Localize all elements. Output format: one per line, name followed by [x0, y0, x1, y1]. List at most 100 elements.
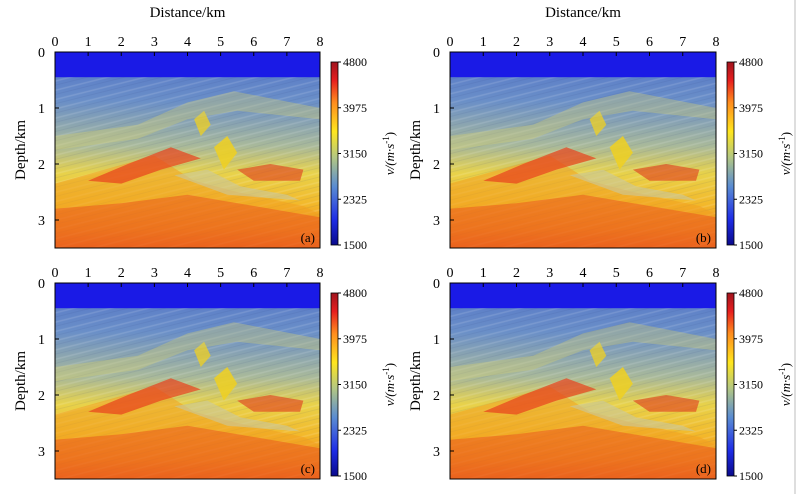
colorbar-tick-label: 3975: [343, 332, 367, 346]
y-axis-label: Depth/km: [408, 351, 424, 411]
colorbar-label-close: ): [382, 132, 397, 136]
velocity-panel-b: 0 1 2 3 4 5 6 7 8 0 1 2 3 Distance/km Depth/km (b) 4800 3…: [408, 5, 793, 252]
colorbar: [726, 61, 735, 246]
colorbar-tick-label: 1500: [739, 238, 763, 252]
colorbar-label: v/(m·s-1): [777, 132, 793, 175]
x-tick-label: 3: [546, 35, 553, 50]
colorbar-label-main: v/(m·s: [778, 375, 793, 406]
fault-block-1: [609, 367, 633, 401]
y-tick-label: 3: [38, 214, 45, 229]
anticline-band: [569, 169, 696, 201]
x-tick-label: 1: [85, 35, 92, 50]
colorbar: [330, 61, 339, 246]
x-tick-label: 1: [85, 266, 92, 281]
x-tick-label: 8: [317, 35, 324, 50]
shallow-band: [450, 91, 716, 150]
x-axis-label: Distance/km: [150, 5, 226, 21]
colorbar-label-sup: -1: [381, 367, 391, 375]
y-tick-label: 3: [433, 214, 440, 229]
x-tick-label: 7: [679, 266, 686, 281]
colorbar-label: v/(m·s-1): [381, 363, 397, 406]
x-tick-label: 5: [217, 35, 224, 50]
y-tick-label: 1: [433, 102, 440, 117]
x-tick-label: 8: [713, 266, 720, 281]
x-tick-label: 5: [613, 266, 620, 281]
y-tick-label: 2: [433, 158, 440, 173]
y-tick-label: 2: [38, 389, 45, 404]
panel-label: (c): [301, 461, 315, 476]
x-tick-label: 0: [447, 35, 454, 50]
x-tick-label: 8: [713, 35, 720, 50]
thrust-band-1: [483, 147, 597, 184]
anticline-band: [174, 169, 301, 201]
x-tick-label: 6: [250, 266, 257, 281]
colorbar-tick-label: 1500: [739, 469, 763, 483]
x-tick-label: 4: [184, 35, 191, 50]
y-tick-label: 2: [38, 158, 45, 173]
colorbar-label-sup: -1: [777, 367, 787, 375]
colorbar-tick-label: 3975: [739, 101, 763, 115]
colorbar-tick-label: 2325: [343, 192, 367, 206]
colorbar-tick-label: 3150: [739, 147, 763, 161]
thrust-band-2: [237, 395, 304, 412]
x-tick-label: 4: [184, 266, 191, 281]
water-layer: [450, 52, 716, 78]
x-tick-label: 2: [513, 266, 520, 281]
shallow-band: [55, 322, 320, 381]
thrust-band-1: [88, 378, 201, 415]
fault-block-2: [194, 110, 211, 136]
x-tick-label: 1: [480, 35, 487, 50]
fault-block-2: [589, 110, 607, 136]
x-tick-label: 3: [151, 35, 158, 50]
x-tick-label: 7: [283, 266, 290, 281]
y-tick-label: 1: [38, 333, 45, 348]
colorbar-label-close: ): [778, 132, 793, 136]
y-tick-label: 0: [433, 277, 440, 292]
x-axis-label: Distance/km: [545, 5, 621, 21]
y-axis-label: Depth/km: [13, 120, 29, 180]
water-layer: [55, 52, 320, 78]
x-tick-label: 3: [546, 266, 553, 281]
basement-layer: [55, 194, 320, 248]
x-tick-label: 0: [52, 266, 59, 281]
y-tick-label: 0: [433, 46, 440, 61]
x-tick-label: 8: [317, 266, 324, 281]
y-axis-label: Depth/km: [408, 120, 424, 180]
water-layer: [450, 283, 716, 309]
x-tick-label: 0: [52, 35, 59, 50]
colorbar-tick-label: 4800: [343, 55, 367, 69]
colorbar-tick-label: 3150: [739, 378, 763, 392]
colorbar-label-close: ): [778, 363, 793, 367]
colorbar-label-main: v/(m·s: [382, 144, 397, 175]
x-tick-label: 7: [283, 35, 290, 50]
velocity-panel-c: 0 1 2 3 4 5 6 7 8 0 1 2 3 Depth/km (c) 4800 3975 3150 2325…: [13, 266, 397, 483]
x-tick-label: 0: [447, 266, 454, 281]
thrust-band-2: [632, 164, 700, 181]
y-tick-label: 1: [433, 333, 440, 348]
colorbar-label-close: ): [382, 363, 397, 367]
colorbar-tick-label: 4800: [739, 286, 763, 300]
y-tick-label: 3: [38, 445, 45, 460]
colorbar-tick-label: 3975: [343, 101, 367, 115]
colorbar: [330, 292, 339, 477]
panel-label: (d): [696, 461, 711, 476]
panel-label: (b): [696, 230, 711, 245]
y-tick-label: 1: [38, 102, 45, 117]
x-tick-label: 4: [580, 266, 587, 281]
thrust-band-2: [237, 164, 304, 181]
colorbar-tick-label: 2325: [343, 423, 367, 437]
x-tick-label: 3: [151, 266, 158, 281]
x-tick-label: 6: [250, 35, 257, 50]
colorbar: [726, 292, 735, 477]
colorbar-tick-label: 4800: [343, 286, 367, 300]
y-tick-label: 3: [433, 445, 440, 460]
x-tick-label: 5: [613, 35, 620, 50]
basement-layer: [450, 425, 716, 479]
shallow-band: [55, 91, 320, 150]
x-tick-label: 2: [513, 35, 520, 50]
anticline-band: [174, 400, 301, 432]
x-tick-label: 5: [217, 266, 224, 281]
water-layer: [55, 283, 320, 309]
thrust-band-1: [88, 147, 201, 184]
